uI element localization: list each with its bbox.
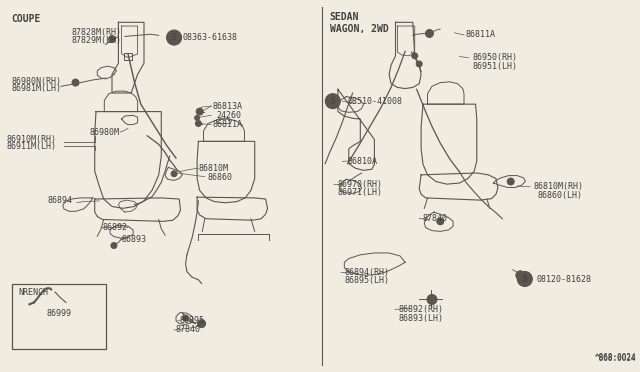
- Text: 86980M: 86980M: [90, 128, 120, 137]
- Text: 86894: 86894: [48, 196, 73, 205]
- Text: 86893(LH): 86893(LH): [398, 314, 443, 323]
- Text: 86981M(LH): 86981M(LH): [12, 84, 61, 93]
- Text: 86810M(RH): 86810M(RH): [534, 182, 584, 191]
- Circle shape: [195, 115, 200, 121]
- Text: 86895: 86895: [179, 316, 204, 325]
- Text: S: S: [172, 33, 177, 42]
- Circle shape: [416, 61, 422, 67]
- Text: 08510-41008: 08510-41008: [348, 97, 403, 106]
- Text: 86860(LH): 86860(LH): [538, 191, 582, 200]
- Circle shape: [427, 295, 437, 304]
- Text: B: B: [522, 275, 527, 283]
- Text: 86971(LH): 86971(LH): [338, 188, 383, 197]
- Text: 86811A: 86811A: [466, 31, 496, 39]
- Text: 08363-61638: 08363-61638: [182, 33, 237, 42]
- Circle shape: [426, 29, 433, 38]
- Text: 86911M(LH): 86911M(LH): [6, 142, 56, 151]
- Text: 86894(RH): 86894(RH): [345, 268, 390, 277]
- Text: 86895(LH): 86895(LH): [345, 276, 390, 285]
- Circle shape: [517, 272, 532, 286]
- Text: 86950(RH): 86950(RH): [472, 53, 517, 62]
- Text: 87828M(RH): 87828M(RH): [72, 28, 122, 37]
- Text: 86892(RH): 86892(RH): [398, 305, 443, 314]
- Circle shape: [508, 178, 514, 185]
- Text: 86910M(RH): 86910M(RH): [6, 135, 56, 144]
- Text: 87840: 87840: [176, 326, 201, 334]
- Text: SEDAN: SEDAN: [330, 12, 359, 22]
- Circle shape: [111, 243, 117, 248]
- Text: 86970(RH): 86970(RH): [338, 180, 383, 189]
- Text: 24260: 24260: [216, 111, 241, 120]
- Text: S: S: [330, 97, 335, 106]
- Circle shape: [437, 218, 444, 225]
- Circle shape: [412, 53, 418, 59]
- Text: NRENCH: NRENCH: [18, 288, 48, 297]
- Circle shape: [166, 30, 182, 45]
- Circle shape: [109, 36, 115, 42]
- Text: 86860: 86860: [208, 173, 233, 182]
- Circle shape: [195, 121, 202, 126]
- Text: ^868:0024: ^868:0024: [595, 353, 637, 362]
- Circle shape: [72, 79, 79, 86]
- Text: WAGON, 2WD: WAGON, 2WD: [330, 24, 388, 34]
- Text: 86811A: 86811A: [212, 120, 243, 129]
- Text: 86813A: 86813A: [212, 102, 243, 110]
- Circle shape: [325, 94, 340, 109]
- Text: 86810M: 86810M: [198, 164, 228, 173]
- Circle shape: [182, 315, 189, 321]
- Text: 86951(LH): 86951(LH): [472, 62, 517, 71]
- Text: 08120-81628: 08120-81628: [536, 275, 591, 283]
- Text: COUPE: COUPE: [12, 14, 41, 24]
- Circle shape: [196, 108, 203, 115]
- Circle shape: [171, 171, 177, 177]
- Circle shape: [198, 320, 205, 328]
- Text: 86999: 86999: [47, 309, 72, 318]
- Text: 86980N(RH): 86980N(RH): [12, 77, 61, 86]
- Bar: [12, 284, 106, 349]
- Text: 86892: 86892: [102, 223, 127, 232]
- Text: 87829M(LH): 87829M(LH): [72, 36, 122, 45]
- Text: ^868:0024: ^868:0024: [595, 354, 637, 363]
- Text: 86810A: 86810A: [348, 157, 378, 166]
- Circle shape: [516, 271, 525, 280]
- Text: 86893: 86893: [122, 235, 147, 244]
- Text: 87840: 87840: [422, 214, 447, 223]
